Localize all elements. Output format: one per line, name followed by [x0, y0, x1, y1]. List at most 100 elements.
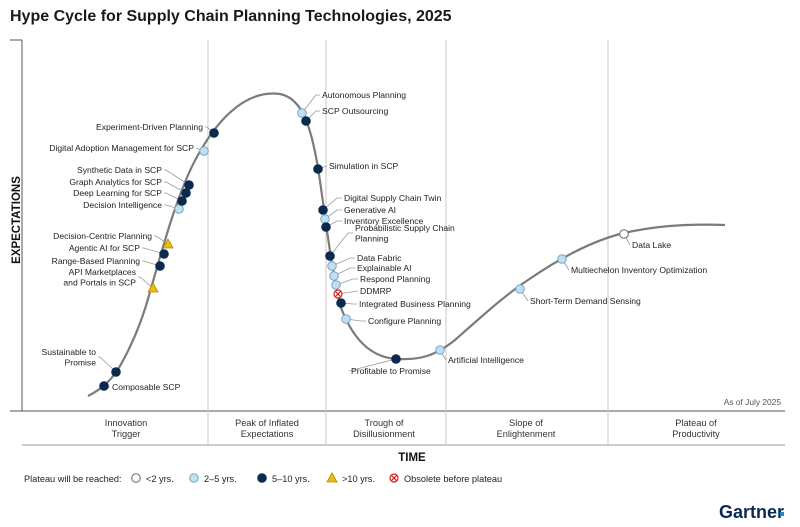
point-sustainable-to-promise [111, 367, 121, 377]
point-label-sustainable-to-promise: Sustainable to Promise [42, 347, 97, 368]
point-label-short-term-demand-sensing: Short-Term Demand Sensing [530, 296, 641, 306]
point-autonomous-planning [297, 108, 307, 118]
point-label-multiechelon-inventory-optimization: Multiechelon Inventory Optimization [571, 265, 707, 275]
point-digital-supply-chain-twin [318, 205, 328, 215]
point-range-based-planning [155, 261, 165, 271]
legend-marker-5to10 [257, 473, 267, 483]
point-label-synthetic-data-in-scp: Synthetic Data in SCP [77, 165, 162, 175]
phase-label-5-line-1: Plateau of [675, 418, 717, 428]
legend-marker-2to5 [189, 473, 199, 483]
phase-label-3-line-1: Trough of [365, 418, 404, 428]
point-label-agentic-ai-for-scp: Agentic AI for SCP [69, 243, 140, 253]
logo-dot-icon [780, 512, 784, 516]
point-artificial-intelligence [435, 345, 445, 355]
point-short-term-demand-sensing [515, 284, 525, 294]
connector-explainable-ai [333, 267, 355, 277]
connector-graph-analytics-for-scp [164, 181, 187, 194]
connector-range-based-planning [142, 260, 161, 267]
connector-digital-supply-chain-twin [322, 197, 342, 211]
point-explainable-ai [329, 271, 339, 281]
point-decision-intelligence [174, 204, 184, 214]
point-labels: Composable SCP Sustainable to Promise API M… [42, 90, 708, 392]
connector-deep-learning-for-scp [164, 192, 183, 202]
connector-synthetic-data-in-scp [164, 169, 190, 186]
connector-probabilistic-supply-chain-planning [329, 232, 353, 257]
phase-label-2-line-2: Expectations [241, 429, 294, 439]
point-label-autonomous-planning: Autonomous Planning [322, 90, 406, 100]
legend-title: Plateau will be reached: [24, 474, 122, 484]
phase-label-1-line-1: Innovation [105, 418, 147, 428]
point-inventory-excellence [321, 222, 331, 232]
legend-label-lt2: <2 yrs. [146, 474, 174, 484]
point-multiechelon-inventory-optimization [557, 254, 567, 264]
point-label-probabilistic-supply-chain-planning: Probabilistic Supply Chain Planning [355, 223, 455, 244]
legend-marker-obsolete [389, 473, 399, 483]
connector-decision-centric-planning [154, 235, 169, 245]
point-label-generative-ai: Generative AI [344, 205, 396, 215]
point-synthetic-data-in-scp [184, 180, 194, 190]
legend-label-5to10: 5–10 yrs. [272, 474, 310, 484]
point-ddmrp [333, 289, 343, 299]
point-label-simulation-in-scp: Simulation in SCP [329, 161, 399, 171]
point-label-inventory-excellence: Inventory Excellence [344, 216, 424, 226]
point-label-experiment-driven-planning: Experiment-Driven Planning [96, 122, 203, 132]
legend-label-gt10: >10 yrs. [342, 474, 375, 484]
gartner-logo: Gartner [719, 502, 784, 522]
connector-configure-planning [345, 318, 366, 322]
point-label-api-marketplaces-and-portals-in-scp: API Marketplaces and Portals in SCP [63, 267, 136, 288]
point-label-decision-centric-planning: Decision-Centric Planning [53, 231, 152, 241]
connector-data-fabric [331, 257, 355, 267]
connector-sustainable-to-promise [98, 356, 117, 373]
legend-label-obsolete: Obsolete before plateau [404, 474, 502, 484]
point-label-respond-planning: Respond Planning [360, 274, 430, 284]
legend: Plateau will be reached: <2 yrs. 2–5 yrs.… [24, 472, 502, 484]
phase-label-4-line-2: Enlightenment [497, 429, 556, 439]
data-points [99, 108, 629, 391]
point-profitable-to-promise [391, 354, 401, 364]
point-label-deep-learning-for-scp: Deep Learning for SCP [73, 188, 162, 198]
point-label-scp-outsourcing: SCP Outsourcing [322, 106, 388, 116]
legend-label-2to5: 2–5 yrs. [204, 474, 237, 484]
point-generative-ai [320, 214, 330, 224]
x-axis-title: TIME [398, 452, 426, 464]
connector-profitable-to-promise [348, 358, 397, 372]
point-label-data-lake: Data Lake [632, 240, 671, 250]
as-of-label: As of July 2025 [724, 397, 782, 407]
point-composable-scp [99, 381, 109, 391]
point-configure-planning [341, 314, 351, 324]
point-integrated-business-planning [336, 298, 346, 308]
point-deep-learning-for-scp [177, 196, 187, 206]
connector-agentic-ai-for-scp [142, 247, 165, 255]
point-label-integrated-business-planning: Integrated Business Planning [359, 299, 471, 309]
point-digital-adoption-management-for-scp [199, 146, 209, 156]
point-label-artificial-intelligence: Artificial Intelligence [448, 355, 524, 365]
point-label-configure-planning: Configure Planning [368, 316, 441, 326]
phase-label-5-line-2: Productivity [672, 429, 720, 439]
point-simulation-in-scp [313, 164, 323, 174]
point-label-data-fabric: Data Fabric [357, 253, 402, 263]
phase-label-3-line-2: Disillusionment [353, 429, 415, 439]
connector-generative-ai [324, 209, 342, 220]
legend-marker-lt2 [131, 473, 141, 483]
y-axis-title: EXPECTATIONS [11, 176, 23, 264]
point-data-fabric [327, 261, 337, 271]
point-probabilistic-supply-chain-planning [325, 251, 335, 261]
phase-label-4-line-1: Slope of [509, 418, 543, 428]
point-data-lake [619, 229, 629, 239]
point-label-decision-intelligence: Decision Intelligence [83, 200, 162, 210]
point-agentic-ai-for-scp [159, 249, 169, 259]
legend-item-obsolete: Obsolete before plateau [389, 473, 502, 484]
legend-item-5to10: 5–10 yrs. [257, 473, 310, 484]
point-label-explainable-ai: Explainable AI [357, 263, 411, 273]
point-respond-planning [331, 280, 341, 290]
point-graph-analytics-for-scp [181, 188, 191, 198]
point-label-profitable-to-promise: Profitable to Promise [351, 366, 431, 376]
point-scp-outsourcing [301, 116, 311, 126]
point-experiment-driven-planning [209, 128, 219, 138]
connector-autonomous-planning [301, 94, 320, 114]
legend-marker-gt10 [326, 472, 338, 483]
point-label-ddmrp: DDMRP [360, 286, 392, 296]
connector-respond-planning [335, 278, 358, 286]
